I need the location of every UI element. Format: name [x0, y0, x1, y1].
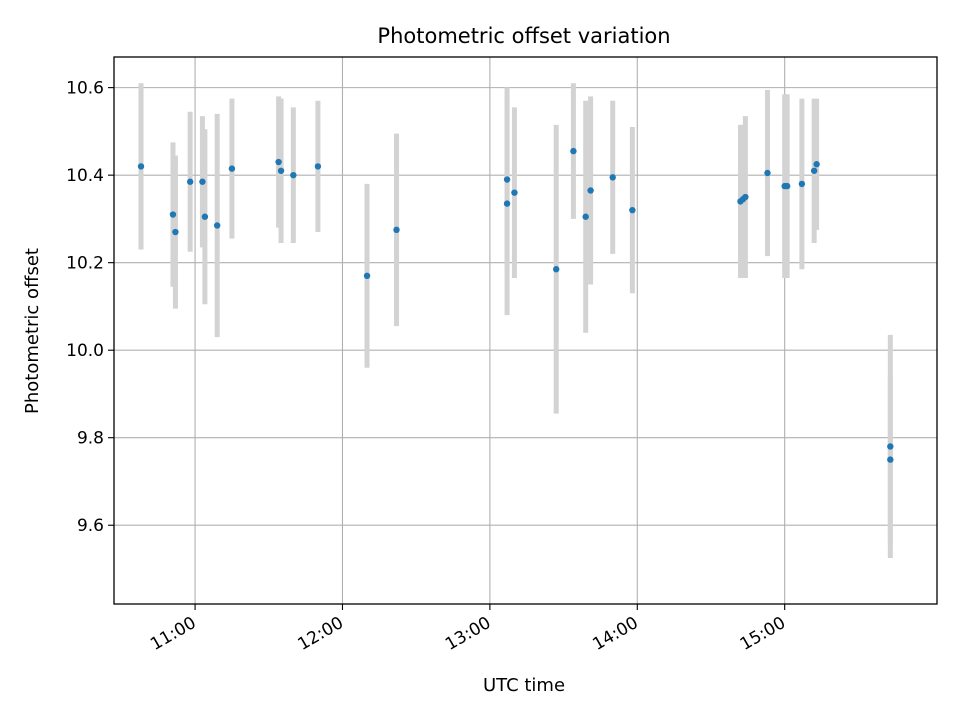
data-point — [609, 174, 616, 181]
y-tick-label: 10.2 — [66, 254, 104, 274]
chart-title: Photometric offset variation — [377, 24, 670, 48]
data-point — [742, 193, 749, 201]
data-point — [503, 176, 511, 183]
data-points — [137, 147, 894, 463]
data-point — [172, 228, 179, 236]
data-point — [887, 456, 894, 463]
data-point — [783, 182, 791, 190]
data-point — [570, 147, 577, 155]
data-point — [186, 178, 194, 185]
data-point — [201, 213, 209, 220]
data-point — [393, 226, 400, 234]
data-point — [810, 167, 818, 174]
y-tick-label: 9.6 — [77, 516, 104, 536]
plot-area — [113, 56, 938, 605]
data-point — [314, 163, 322, 170]
data-point — [553, 266, 560, 273]
data-point — [764, 169, 771, 177]
data-point — [363, 272, 371, 279]
y-tick-label: 10.0 — [66, 341, 104, 361]
data-point — [199, 178, 206, 185]
data-point — [887, 443, 894, 450]
y-tick-label: 10.6 — [66, 79, 104, 99]
data-point — [137, 163, 145, 170]
data-point — [277, 167, 285, 174]
y-axis: 9.6 9.8 10.0 10.2 10.4 10.6 — [66, 79, 114, 536]
y-tick-label: 9.8 — [77, 429, 104, 449]
plot-frame — [113, 56, 938, 605]
data-point — [228, 165, 236, 172]
data-point — [275, 158, 282, 166]
data-point — [290, 171, 297, 179]
y-tick-label: 10.4 — [66, 166, 104, 186]
x-axis-label: UTC time — [483, 675, 565, 696]
data-point — [169, 211, 177, 218]
data-point — [798, 180, 806, 188]
y-axis-label: Photometric offset — [22, 248, 43, 414]
data-point — [503, 200, 511, 207]
data-point — [511, 189, 518, 196]
data-point — [587, 187, 594, 194]
data-point — [813, 161, 820, 168]
data-point — [213, 222, 221, 229]
data-point — [582, 213, 589, 220]
data-point — [629, 206, 636, 214]
